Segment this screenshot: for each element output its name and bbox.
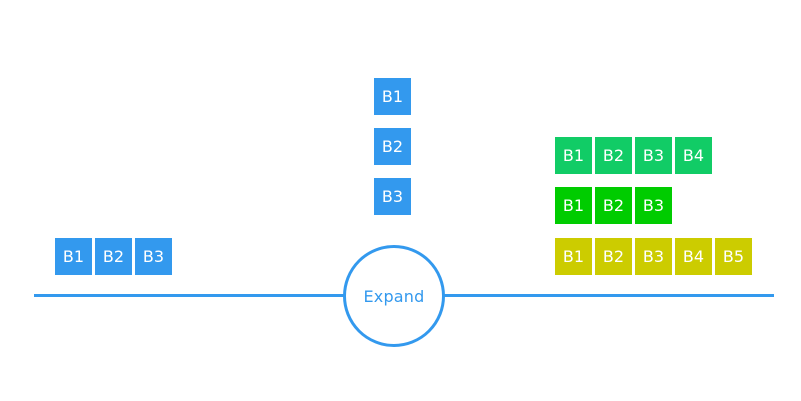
box-right-2-b1: B1 [555,187,592,224]
box-right-3-b1: B1 [555,238,592,275]
box-right-1-b1: B1 [555,137,592,174]
box-top-b2: B2 [374,128,411,165]
box-group-right-3: B1 B2 B3 B4 B5 [555,238,752,275]
box-right-1-b4: B4 [675,137,712,174]
expand-label: Expand [363,286,425,306]
box-top-b3: B3 [374,178,411,215]
box-group-right-2: B1 B2 B3 [555,187,672,224]
box-right-3-b2: B2 [595,238,632,275]
expand-button[interactable]: Expand [343,245,445,347]
box-right-2-b2: B2 [595,187,632,224]
box-right-3-b4: B4 [675,238,712,275]
box-left-b1: B1 [55,238,92,275]
box-group-left: B1 B2 B3 [55,238,172,275]
box-right-3-b3: B3 [635,238,672,275]
box-left-b2: B2 [95,238,132,275]
box-group-right-1: B1 B2 B3 B4 [555,137,712,174]
box-right-2-b3: B3 [635,187,672,224]
box-left-b3: B3 [135,238,172,275]
box-right-3-b5: B5 [715,238,752,275]
box-right-1-b3: B3 [635,137,672,174]
box-right-1-b2: B2 [595,137,632,174]
box-group-top: B1 B2 B3 [374,78,411,215]
box-top-b1: B1 [374,78,411,115]
